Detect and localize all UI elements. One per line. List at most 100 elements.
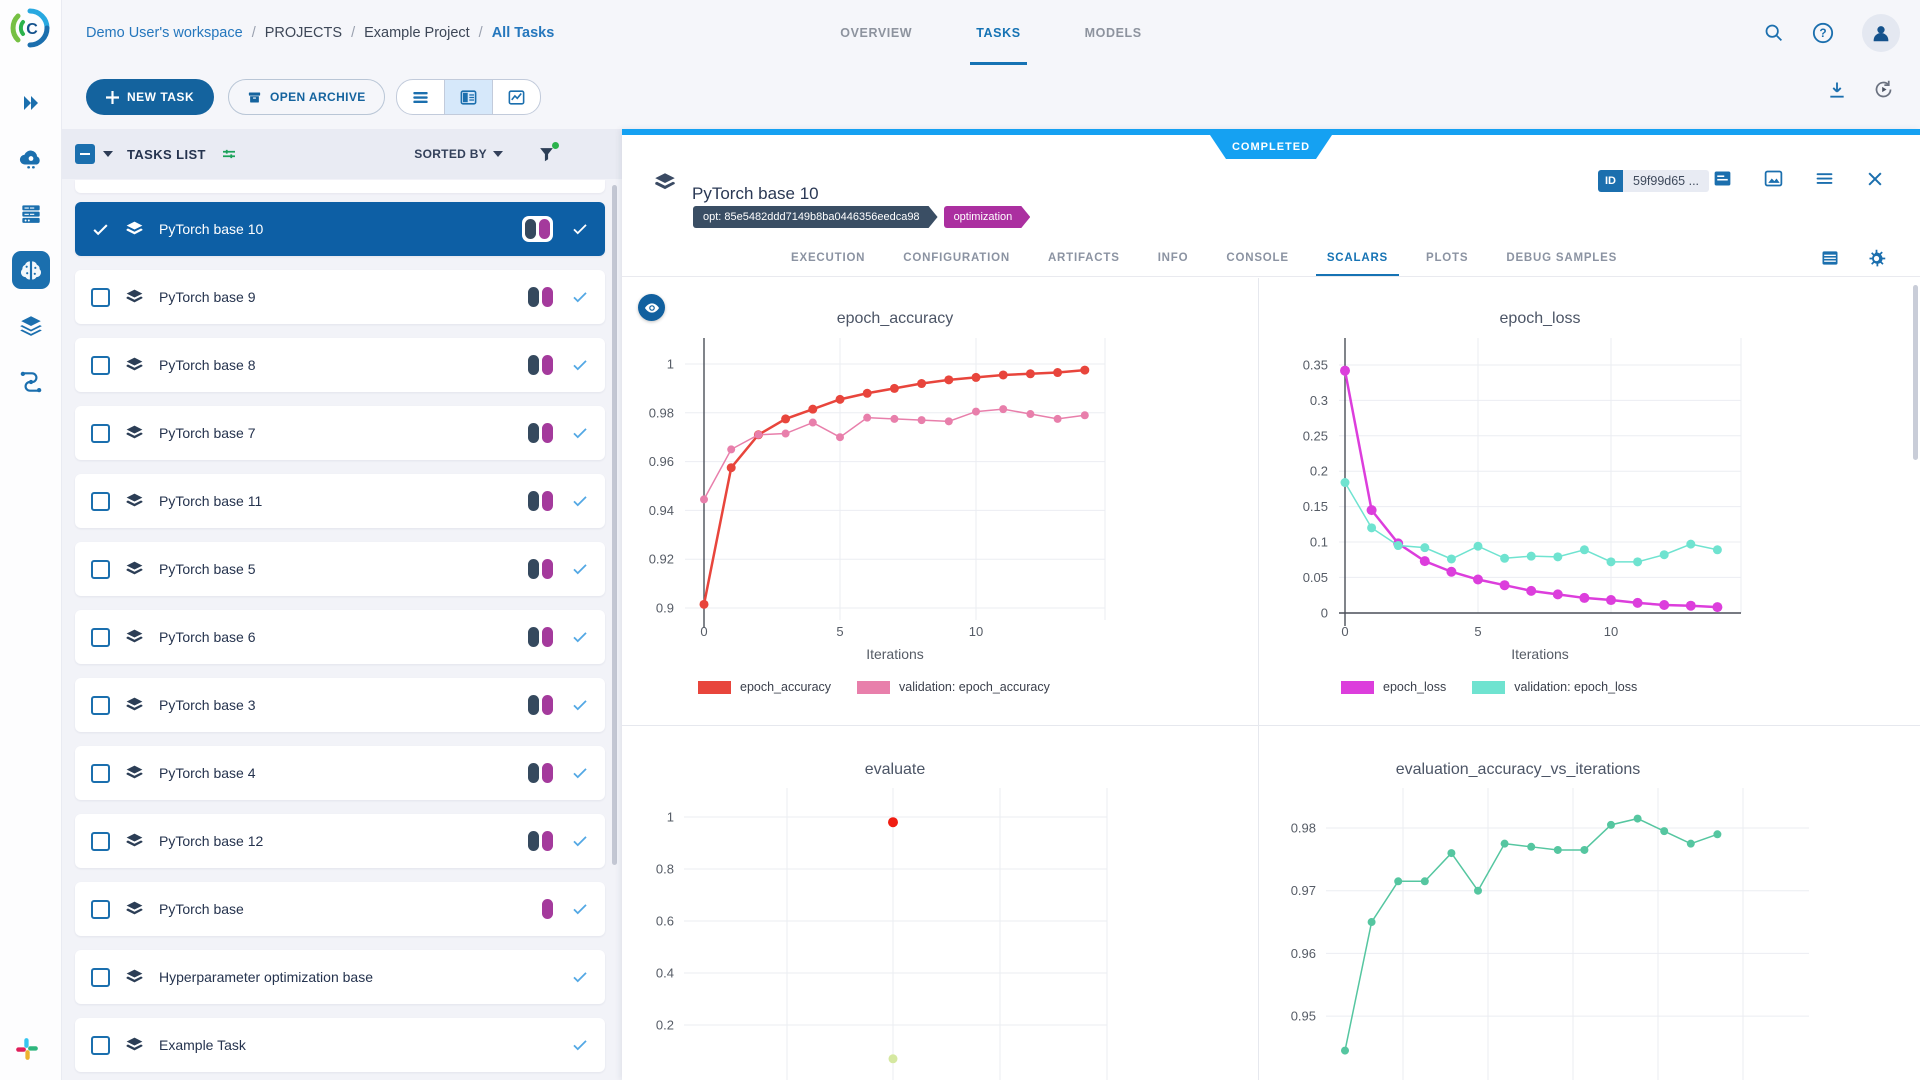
chart-evaluate[interactable]: 1 0.8 0.6 0.4 0.2 evaluate xyxy=(622,726,1258,1080)
breadcrumb-projects[interactable]: PROJECTS xyxy=(264,24,343,41)
help-icon[interactable]: ? xyxy=(1812,22,1834,44)
task-checkbox[interactable] xyxy=(91,355,110,375)
detail-tab-plots[interactable]: PLOTS xyxy=(1426,252,1469,264)
split-view-button[interactable] xyxy=(445,80,493,114)
task-preview-image-icon[interactable] xyxy=(1763,168,1784,189)
task-row[interactable]: PyTorch base 9 xyxy=(75,270,605,324)
task-id-badge[interactable]: ID 59f99d65 ... xyxy=(1598,170,1710,192)
task-row[interactable]: PyTorch base 7 xyxy=(75,406,605,460)
task-checkbox[interactable] xyxy=(91,831,110,851)
auto-refresh-icon[interactable] xyxy=(1873,79,1894,100)
task-row[interactable]: PyTorch base 8 xyxy=(75,338,605,392)
sidebar-pipelines-icon[interactable] xyxy=(12,363,50,401)
breadcrumb-separator: / xyxy=(478,24,483,41)
task-type-icon xyxy=(124,967,145,988)
task-type-icon xyxy=(124,899,145,920)
legend-item[interactable]: epoch_accuracy xyxy=(698,680,831,694)
sidebar-projects-icon[interactable] xyxy=(12,251,50,289)
detail-tab-scalars[interactable]: SCALARS xyxy=(1308,239,1407,277)
user-avatar[interactable] xyxy=(1862,13,1900,52)
task-menu-icon[interactable] xyxy=(1814,168,1835,189)
sidebar-queues-icon[interactable] xyxy=(12,195,50,233)
hide-metrics-eye-button[interactable] xyxy=(638,294,665,321)
sorted-by-dropdown[interactable]: SORTED BY xyxy=(414,147,503,161)
task-description-icon[interactable] xyxy=(1712,168,1733,189)
task-row[interactable]: PyTorch base xyxy=(75,882,605,936)
svg-text:0.4: 0.4 xyxy=(656,966,674,981)
tab-models[interactable]: MODELS xyxy=(1084,25,1142,40)
detail-tab-info[interactable]: INFO xyxy=(1157,252,1189,264)
download-icon[interactable] xyxy=(1827,80,1847,100)
detail-tab-debug-samples[interactable]: DEBUG SAMPLES xyxy=(1506,252,1618,264)
tab-overview[interactable]: OVERVIEW xyxy=(840,25,913,40)
task-type-icon xyxy=(124,491,145,512)
metrics-table-icon[interactable] xyxy=(1820,248,1840,268)
task-row[interactable]: PyTorch base 10 xyxy=(75,202,605,256)
task-title: PyTorch base 10 xyxy=(692,184,819,204)
legend-item[interactable]: epoch_loss xyxy=(1341,680,1446,694)
open-archive-button[interactable]: OPEN ARCHIVE xyxy=(228,79,385,115)
task-row[interactable]: PyTorch base 3 xyxy=(75,678,605,732)
task-row[interactable]: PyTorch base 4 xyxy=(75,746,605,800)
detail-tab-console[interactable]: CONSOLE xyxy=(1226,252,1289,264)
task-checkbox[interactable] xyxy=(91,559,110,579)
sidebar-datasets-icon[interactable] xyxy=(12,307,50,345)
chart-epoch-loss[interactable]: 0.35 0.3 0.25 0.2 0.15 0.1 0.05 0 0 5 10 Iterations… xyxy=(1259,278,1920,725)
sidebar-deploy-icon[interactable] xyxy=(12,139,50,177)
task-checkbox[interactable] xyxy=(91,423,110,443)
task-checkbox[interactable] xyxy=(91,763,110,783)
detail-tab-configuration[interactable]: CONFIGURATION xyxy=(903,252,1010,264)
filter-icon[interactable] xyxy=(537,141,559,164)
detail-tab-artifacts[interactable]: ARTIFACTS xyxy=(1047,252,1120,264)
task-row[interactable]: Hyperparameter optimization base xyxy=(75,950,605,1004)
task-name: PyTorch base 12 xyxy=(159,833,264,849)
select-all-caret-icon[interactable] xyxy=(103,151,113,157)
sidebar-expand-icon[interactable] xyxy=(12,84,50,122)
chart-view-button[interactable] xyxy=(493,80,540,114)
chart-evaluation-accuracy[interactable]: 0.98 0.97 0.96 0.95 evaluation_accuracy_vs_i… xyxy=(1259,726,1920,1080)
breadcrumb-project[interactable]: Example Project xyxy=(364,24,470,41)
legend-item[interactable]: validation: epoch_loss xyxy=(1472,680,1637,694)
search-icon[interactable] xyxy=(1763,22,1784,43)
task-row[interactable]: PyTorch base 5 xyxy=(75,542,605,596)
status-badge: COMPLETED xyxy=(1210,135,1332,159)
select-all-checkbox[interactable] xyxy=(75,144,95,164)
task-type-icon xyxy=(124,763,145,784)
legend-swatch xyxy=(698,680,731,694)
task-row-partial[interactable] xyxy=(75,180,605,193)
task-row[interactable]: PyTorch base 6 xyxy=(75,610,605,664)
breadcrumb-all-tasks[interactable]: All Tasks xyxy=(491,24,555,41)
chart-epoch-accuracy[interactable]: 1 0.98 0.96 0.94 0.92 0.9 0 5 10 Iterations epoch_… xyxy=(622,278,1258,725)
task-row[interactable]: Example Task xyxy=(75,1018,605,1072)
task-checkbox[interactable] xyxy=(91,899,110,919)
svg-text:C: C xyxy=(26,21,38,38)
task-name: PyTorch base 4 xyxy=(159,765,256,781)
task-name: PyTorch base 5 xyxy=(159,561,256,577)
table-view-button[interactable] xyxy=(397,80,445,114)
task-row[interactable]: PyTorch base 12 xyxy=(75,814,605,868)
svg-text:0.3: 0.3 xyxy=(1310,393,1328,408)
task-row[interactable]: PyTorch base 11 xyxy=(75,474,605,528)
task-checkbox[interactable] xyxy=(91,695,110,715)
detail-tab-execution[interactable]: EXECUTION xyxy=(791,252,866,264)
slack-icon[interactable] xyxy=(14,1036,40,1062)
task-checkbox[interactable] xyxy=(91,1035,110,1055)
clearml-logo-icon[interactable]: C xyxy=(8,6,52,50)
task-checkbox[interactable] xyxy=(91,287,110,307)
task-status-check-icon xyxy=(571,764,589,782)
new-task-button[interactable]: NEW TASK xyxy=(86,79,215,115)
settings-gear-icon[interactable] xyxy=(1866,248,1887,269)
task-checkbox[interactable] xyxy=(91,491,110,511)
selected-check-icon xyxy=(91,220,110,239)
breadcrumb-workspace[interactable]: Demo User's workspace xyxy=(86,24,243,41)
tab-tasks[interactable]: TASKS xyxy=(970,0,1028,65)
task-checkbox[interactable] xyxy=(91,967,110,987)
svg-text:0.98: 0.98 xyxy=(1291,821,1316,836)
tasks-list-scrollbar[interactable] xyxy=(612,185,617,865)
task-checkbox[interactable] xyxy=(91,627,110,647)
tag-pill xyxy=(528,491,539,511)
legend-item[interactable]: validation: epoch_accuracy xyxy=(857,680,1050,694)
customize-columns-icon[interactable] xyxy=(220,145,238,163)
detail-scrollbar[interactable] xyxy=(1913,285,1918,460)
close-icon[interactable] xyxy=(1865,169,1885,189)
